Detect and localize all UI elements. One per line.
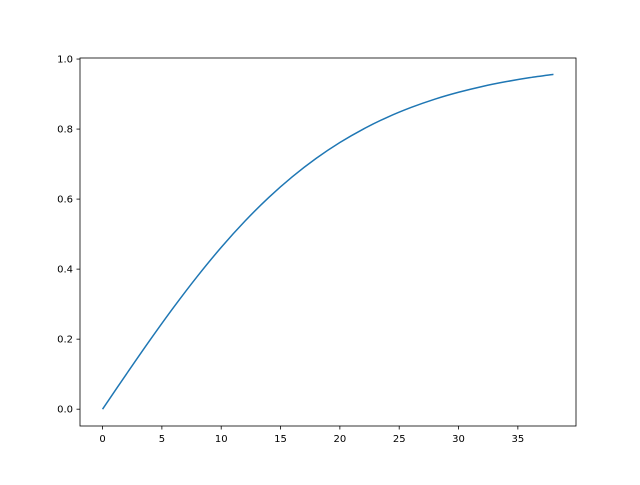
x-tick-label: 35 [511,434,524,445]
y-tick-label: 1.0 [57,55,73,66]
x-tick-label: 25 [393,434,406,445]
y-tick-label: 0.0 [57,405,73,416]
x-tick-label: 20 [333,434,346,445]
series-group [101,73,554,410]
plot-frame [79,57,577,427]
y-tick-label: 0.2 [57,335,73,346]
x-tick-label: 15 [274,434,287,445]
x-tick-label: 10 [215,434,228,445]
series-line [101,73,554,410]
x-tick-label: 0 [99,434,105,445]
y-tick-label: 0.4 [57,265,73,276]
y-tick-label: 0.6 [57,195,73,206]
x-tick-label: 30 [452,434,465,445]
y-axis: 0.0 0.2 0.4 0.6 0.8 1.0 [57,55,80,416]
x-tick-label: 5 [159,434,165,445]
y-tick-label: 0.8 [57,125,73,136]
x-axis: 0 5 10 15 20 25 30 35 [99,426,524,445]
